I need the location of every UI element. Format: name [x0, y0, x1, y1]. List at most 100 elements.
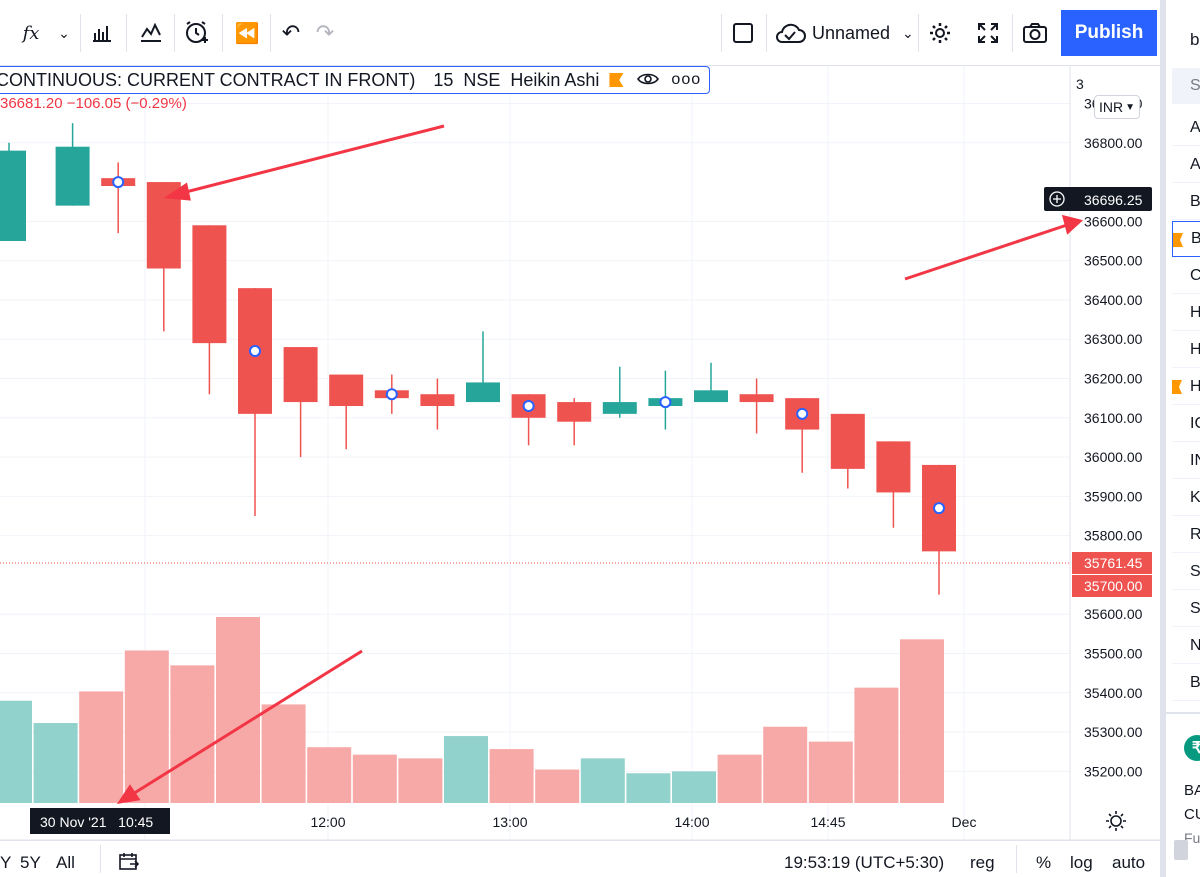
symbol-title: CONTINUOUS: CURRENT CONTRACT IN FRONT) [0, 69, 416, 90]
camera-icon[interactable] [1018, 16, 1052, 50]
candle [329, 374, 364, 450]
time-tick-0: 12:00 [310, 814, 345, 830]
watchlist-item[interactable]: AX [1172, 147, 1200, 183]
candle-body [55, 146, 90, 206]
indicators-button[interactable]: fx [22, 22, 40, 44]
session-toggle[interactable]: reg [970, 853, 995, 872]
bottom-toolbar: Y 5Y All 19:53:19 (UTC+5:30) reg % log a… [0, 840, 1160, 877]
fullscreen-icon[interactable] [972, 16, 1004, 50]
price-tick-4: 36400.00 [1084, 292, 1143, 308]
event-marker[interactable] [659, 396, 672, 409]
alert-clock-icon[interactable] [180, 16, 214, 50]
calendar-goto-icon[interactable] [118, 851, 140, 876]
more-icon[interactable]: ooo [671, 71, 702, 88]
event-marker[interactable] [385, 388, 398, 401]
flag-icon[interactable] [609, 73, 624, 87]
candle-body [466, 382, 500, 403]
bar-chart-icon[interactable] [86, 16, 118, 50]
last-price-label: 35761.45 [1072, 552, 1152, 574]
watchlist-symbol: BA [1190, 673, 1200, 691]
watchlist-item[interactable]: NI [1172, 628, 1200, 664]
symbol-legend[interactable]: CONTINUOUS: CURRENT CONTRACT IN FRONT) 1… [0, 66, 711, 94]
price-chart[interactable]: 36900.0036800.0036600.0036500.0036400.00… [0, 66, 1160, 877]
symbol-search-input[interactable]: ba [1190, 30, 1200, 49]
watchlist-item[interactable]: HD [1172, 332, 1200, 368]
volume-bar [626, 773, 671, 803]
watchlist-item[interactable]: SB [1172, 591, 1200, 627]
redo-icon[interactable]: ↷ [315, 20, 335, 45]
watchlist-item[interactable]: HD [1172, 369, 1200, 405]
watchlist-symbol: BA [1191, 230, 1200, 247]
candle [922, 464, 956, 595]
chevron-down-icon: ▼ [1125, 101, 1136, 113]
candle [557, 398, 592, 446]
time-tick-4: Dec [952, 814, 977, 830]
detail-symbol: BA [1184, 782, 1200, 799]
time-axis[interactable]: 12:00 13:00 14:00 14:45 Dec [310, 814, 976, 830]
undo-icon[interactable]: ↶ [281, 20, 301, 45]
watchlist-symbol: HD [1190, 303, 1200, 321]
exchange-label: NSE [463, 69, 501, 90]
candle [694, 362, 728, 403]
volume-bar [489, 749, 534, 803]
annotation-arrows [116, 124, 1084, 805]
clock[interactable]: 19:53:19 (UTC+5:30) [784, 853, 945, 872]
percent-toggle[interactable]: % [1036, 853, 1052, 872]
indicator-templates-icon[interactable] [134, 16, 168, 50]
crosshair-price: 36696.25 [1084, 192, 1143, 208]
watchlist-symbol: HD [1190, 377, 1200, 395]
log-toggle[interactable]: log [1070, 853, 1093, 872]
range-1y[interactable]: Y [0, 853, 12, 872]
candle [374, 374, 409, 414]
watchlist-item[interactable]: KO [1172, 480, 1200, 516]
publish-button[interactable]: Publish [1061, 10, 1157, 56]
watchlist-item[interactable]: BA [1172, 184, 1200, 220]
watchlist-item[interactable]: AU [1172, 110, 1200, 146]
plus-circle-icon[interactable] [1049, 191, 1065, 207]
watchlist-item[interactable]: SB [1172, 554, 1200, 590]
auto-toggle[interactable]: auto [1112, 853, 1146, 872]
watchlist-item[interactable]: IN [1172, 443, 1200, 479]
watchlist-item[interactable]: IC [1172, 406, 1200, 442]
volume-bar [580, 758, 625, 803]
flag-icon [1173, 233, 1183, 247]
candle [785, 398, 820, 473]
price-axis[interactable]: 36900.0036800.0036600.0036500.0036400.00… [1084, 96, 1143, 780]
range-5y[interactable]: 5Y [20, 853, 41, 872]
watchlist-item[interactable]: BA [1172, 221, 1200, 257]
currency-selector[interactable]: INR ▼ [1094, 95, 1140, 119]
event-marker[interactable] [522, 400, 535, 412]
volume-bar [900, 639, 944, 803]
watchlist-item[interactable]: BA [1172, 665, 1200, 701]
volume-bar [79, 691, 124, 803]
candle [739, 378, 774, 434]
layout-square-icon[interactable] [728, 16, 758, 50]
replay-icon[interactable]: ⏪ [234, 22, 260, 45]
save-layout-button[interactable]: Unnamed ⌄ [774, 16, 916, 50]
candle-body [420, 394, 455, 406]
volume-bar [33, 723, 78, 803]
candle-body [192, 225, 227, 344]
gear-icon[interactable] [924, 16, 956, 50]
event-marker[interactable] [933, 502, 945, 515]
watchlist-symbol: NI [1190, 636, 1200, 654]
watchlist-item[interactable]: HD [1172, 295, 1200, 331]
watchlist-symbol: BA [1190, 192, 1200, 210]
event-marker[interactable] [796, 407, 809, 420]
eye-icon[interactable] [637, 70, 660, 91]
chevron-down-icon[interactable]: ⌄ [58, 24, 70, 41]
volume-bars [0, 617, 944, 803]
candle-body [329, 374, 364, 406]
watchlist-symbol: AX [1190, 155, 1200, 173]
volume-bar [170, 665, 215, 803]
event-marker[interactable] [112, 176, 125, 189]
scrollbar[interactable] [1174, 840, 1188, 860]
sun-icon[interactable] [1106, 811, 1126, 831]
event-marker[interactable] [249, 345, 261, 357]
rupee-icon: ₹ [1184, 735, 1200, 761]
watchlist-item[interactable]: RE [1172, 517, 1200, 553]
top-toolbar: fx ⌄ ⏪ ↶ ↷ Unnamed ⌄ Publish [0, 0, 1160, 66]
range-all[interactable]: All [56, 853, 75, 872]
chevron-down-icon: ⌄ [902, 24, 914, 41]
watchlist-item[interactable]: CH [1172, 258, 1200, 294]
